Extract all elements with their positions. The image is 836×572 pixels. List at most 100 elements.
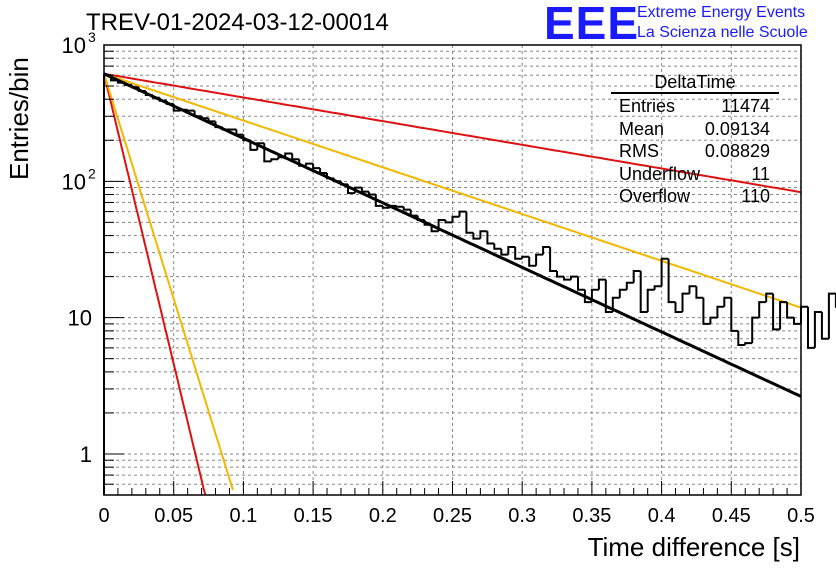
- reference-curve: [103, 73, 207, 495]
- histogram-bin: [674, 302, 683, 313]
- stats-row: RMS 0.08829: [611, 140, 779, 163]
- histogram-bin: [284, 152, 293, 158]
- histogram-bin: [137, 87, 146, 92]
- histogram-bin: [409, 209, 418, 217]
- histogram-bin: [458, 210, 467, 217]
- y-axis-label: Entries/bin: [4, 57, 34, 180]
- eee-logo: EEE: [544, 0, 640, 49]
- histogram-bin: [807, 306, 815, 349]
- histogram-bin: [444, 220, 453, 224]
- histogram-bin: [772, 293, 781, 331]
- y-tick-label: 10: [68, 306, 92, 331]
- histogram-bin: [604, 279, 613, 313]
- grid-lines: [104, 45, 801, 495]
- histogram-bin: [451, 215, 460, 223]
- stats-row: Entries 11474: [611, 95, 779, 118]
- histogram-bin: [103, 74, 111, 495]
- histogram-bin: [800, 305, 808, 324]
- histogram-bin: [514, 247, 523, 260]
- histogram-bin: [319, 168, 327, 174]
- org-line-2: La Scienza nelle Scuole: [637, 24, 808, 41]
- histogram-layer: [103, 74, 836, 495]
- histogram-bin: [493, 243, 502, 250]
- histogram-bin: [556, 271, 564, 278]
- histogram-bin: [660, 257, 669, 287]
- histogram-bin: [820, 312, 829, 340]
- histogram-bin: [737, 330, 746, 346]
- x-tick-label: 0.4: [648, 505, 676, 527]
- org-line-1: Extreme Energy Events: [637, 4, 806, 21]
- histogram-bin: [347, 184, 355, 195]
- histogram-bin: [744, 342, 753, 345]
- stats-label: Overflow: [619, 186, 691, 206]
- stats-label: Entries: [619, 96, 676, 116]
- histogram-bin: [277, 156, 286, 160]
- histogram-bin: [130, 84, 139, 89]
- stats-label: Mean: [619, 118, 665, 139]
- histogram-bin: [333, 178, 341, 183]
- histogram-bin: [235, 129, 244, 136]
- histogram-bin: [632, 270, 641, 283]
- histogram-bin: [758, 301, 767, 318]
- histogram-bin: [360, 187, 369, 193]
- x-tick-label: 0.3: [508, 505, 536, 527]
- histogram-bin: [813, 311, 822, 348]
- histogram-bin: [256, 142, 265, 150]
- y-tick-label: 1: [80, 442, 92, 467]
- reference-curve: [103, 72, 802, 309]
- histogram-bin: [381, 205, 390, 209]
- histogram-bin: [172, 103, 181, 112]
- histogram-bin: [340, 181, 348, 186]
- histogram-bin: [193, 110, 202, 118]
- histogram-bin: [646, 288, 655, 312]
- histogram-bin: [388, 204, 397, 208]
- histogram-bin: [709, 316, 718, 324]
- histogram-bin: [270, 158, 279, 162]
- histogram-bin: [542, 246, 551, 255]
- histogram-bin: [151, 95, 160, 99]
- histogram-bin: [507, 246, 516, 255]
- histogram-bin: [110, 75, 118, 82]
- histogram-bin: [465, 211, 474, 234]
- stats-box: DeltaTime Entries 11474 Mean 0.09134 RMS…: [611, 72, 779, 208]
- histogram-bin: [486, 231, 495, 245]
- histogram-bin: [653, 285, 662, 290]
- histogram-bin: [751, 316, 760, 344]
- stats-value: 0.09134: [704, 118, 770, 139]
- histogram-bin: [625, 281, 634, 290]
- histogram-bin: [116, 80, 125, 84]
- histogram-bin: [242, 134, 251, 142]
- histogram-bin: [590, 288, 599, 303]
- histogram-bin: [618, 288, 627, 298]
- histogram-bin: [186, 109, 195, 112]
- histogram-bin: [597, 278, 606, 290]
- histogram-bin: [298, 159, 307, 167]
- histogram-bin: [416, 215, 425, 221]
- histogram-bin: [221, 127, 230, 131]
- histogram-bin: [577, 276, 585, 291]
- histogram-bin: [730, 297, 739, 332]
- x-tick-label: 0.15: [294, 505, 333, 527]
- x-tick-label: 0.1: [229, 505, 257, 527]
- histogram-bin: [263, 143, 272, 163]
- histogram-bin: [583, 289, 592, 304]
- y-tick-label: 10: [62, 33, 86, 58]
- histogram-bin: [430, 224, 439, 233]
- histogram-bin: [535, 253, 544, 266]
- x-tick-label: 0.25: [433, 505, 472, 527]
- x-tick-label: 0: [98, 505, 109, 527]
- histogram-bin: [179, 108, 188, 111]
- stats-row: Underflow 11: [611, 163, 779, 186]
- histogram-bin: [214, 121, 223, 129]
- histogram-bin: [326, 173, 334, 180]
- y-tick-label: 10: [62, 169, 86, 194]
- histogram-bin: [702, 297, 711, 325]
- stats-label: RMS: [619, 141, 659, 161]
- x-tick-label: 0.45: [712, 505, 751, 527]
- stats-label: Underflow: [619, 163, 701, 184]
- histogram-bin: [639, 271, 648, 313]
- histogram-bin: [688, 285, 697, 294]
- histogram-bin: [786, 302, 794, 319]
- histogram-bin: [200, 116, 209, 120]
